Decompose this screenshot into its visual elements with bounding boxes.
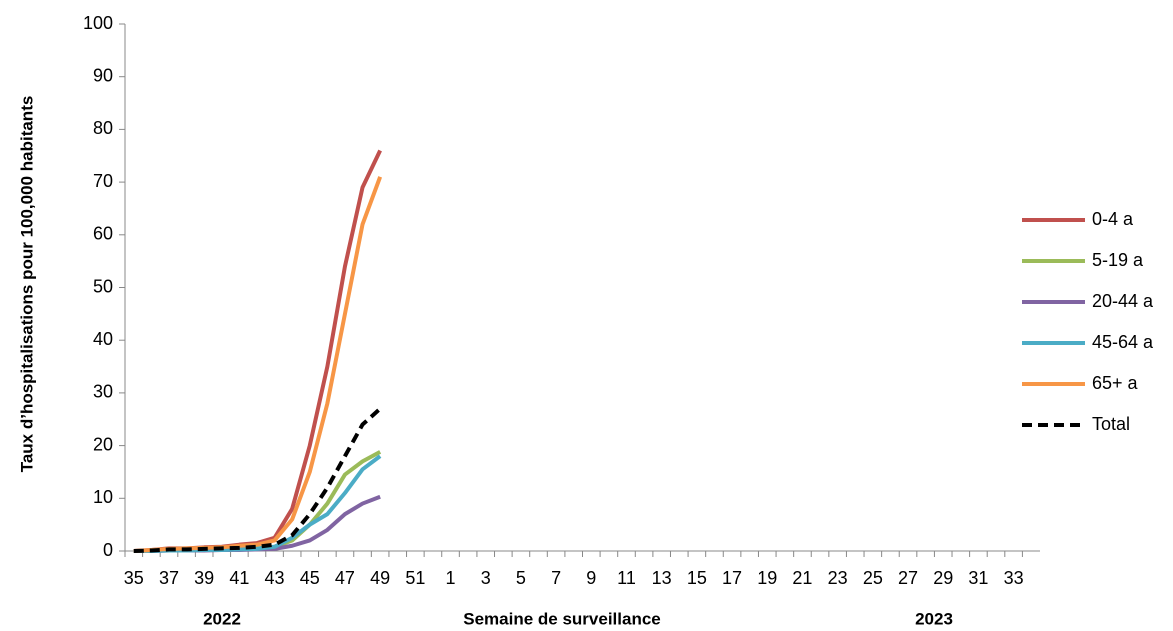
y-tick-label: 10 <box>93 487 113 507</box>
x-tick-label: 11 <box>617 568 636 588</box>
y-tick-label: 50 <box>93 276 113 296</box>
y-tick-label: 90 <box>93 65 113 85</box>
x-tick-label: 1 <box>446 568 456 588</box>
x-tick-label: 9 <box>586 568 596 588</box>
y-tick-label: 30 <box>93 382 113 402</box>
x-tick-label: 29 <box>933 568 953 588</box>
y-tick-label: 20 <box>93 434 113 454</box>
series-line <box>133 407 382 553</box>
y-tick-label: 40 <box>93 329 113 349</box>
x-tick-label: 13 <box>652 568 672 588</box>
y-tick-label: 0 <box>103 540 113 560</box>
series-line <box>133 149 382 553</box>
x-tick-label: 31 <box>968 568 988 588</box>
x-tick-label: 15 <box>687 568 707 588</box>
x-tick-label: 51 <box>405 568 425 588</box>
x-tick-label: 25 <box>863 568 883 588</box>
x-tick-label: 45 <box>300 568 320 588</box>
legend-label: Total <box>1092 414 1130 434</box>
legend-label: 20-44 a <box>1092 291 1154 311</box>
x-tick-label: 27 <box>898 568 918 588</box>
x-tick-label: 39 <box>194 568 214 588</box>
series-line <box>133 450 382 553</box>
x-tick-label: 7 <box>551 568 561 588</box>
legend-label: 65+ a <box>1092 373 1139 393</box>
x-axis-label: Semaine de surveillance <box>463 609 661 628</box>
x-tick-label: 21 <box>792 568 812 588</box>
y-tick-label: 60 <box>93 224 113 244</box>
x-tick-label: 35 <box>124 568 144 588</box>
x-tick-label: 47 <box>335 568 355 588</box>
y-axis-label: Taux d’hospitalisations pour 100,000 hab… <box>17 96 36 473</box>
x-tick-label: 23 <box>828 568 848 588</box>
x-tick-label: 37 <box>159 568 179 588</box>
series-line <box>133 454 382 553</box>
x-tick-label: 5 <box>516 568 526 588</box>
legend-label: 45-64 a <box>1092 332 1154 352</box>
y-tick-label: 70 <box>93 171 113 191</box>
legend-label: 5-19 a <box>1092 250 1144 270</box>
y-tick-label: 80 <box>93 118 113 138</box>
year-label: 2022 <box>203 609 241 628</box>
x-tick-label: 43 <box>265 568 285 588</box>
x-tick-label: 17 <box>722 568 742 588</box>
x-tick-label: 41 <box>229 568 249 588</box>
legend-label: 0-4 a <box>1092 209 1134 229</box>
x-tick-label: 3 <box>481 568 491 588</box>
year-label: 2023 <box>915 609 953 628</box>
x-tick-label: 33 <box>1004 568 1024 588</box>
x-tick-label: 19 <box>757 568 777 588</box>
x-tick-label: 49 <box>370 568 390 588</box>
y-tick-label: 100 <box>83 13 113 33</box>
